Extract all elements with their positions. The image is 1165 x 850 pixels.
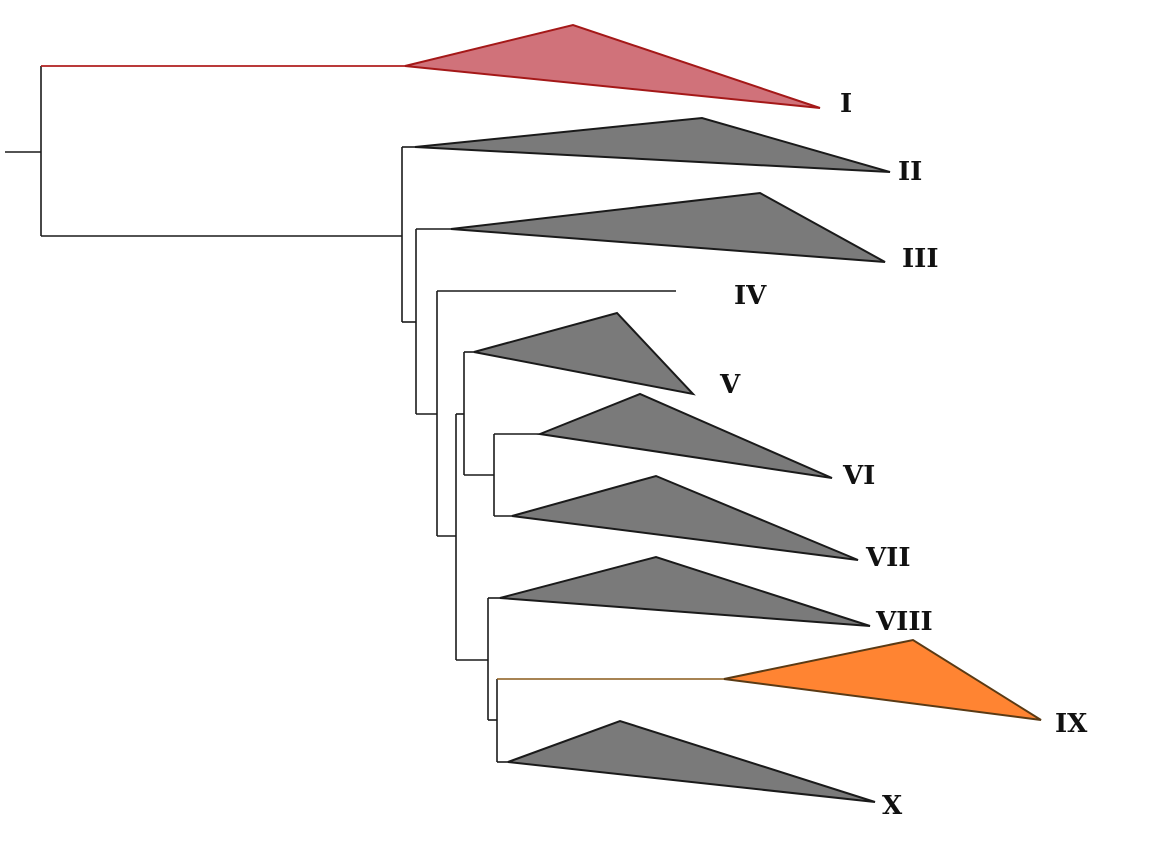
clade-label-ii: II — [898, 157, 922, 187]
clade-ix-triangle — [723, 638, 1042, 721]
clade-label-iv: IV — [734, 281, 767, 311]
clade-i-triangle — [404, 23, 821, 109]
clade-label-iii: III — [902, 244, 939, 274]
clade-label-vii: VII — [865, 543, 911, 573]
clade-viii-triangle — [499, 555, 871, 627]
clade-label-i: I — [840, 89, 852, 119]
clade-label-v: V — [719, 370, 741, 400]
clade-vii-triangle — [511, 474, 859, 561]
clade-vi-triangle — [536, 392, 833, 479]
clade-x-triangle — [507, 719, 876, 803]
clade-v-triangle — [473, 311, 696, 396]
clade-iii-triangle — [450, 191, 886, 263]
clade-ii-triangle — [414, 116, 891, 173]
clade-label-viii: VIII — [875, 607, 933, 637]
clade-label-x: X — [882, 791, 903, 821]
clade-label-vi: VI — [842, 461, 875, 491]
clade-label-ix: IX — [1055, 709, 1088, 739]
